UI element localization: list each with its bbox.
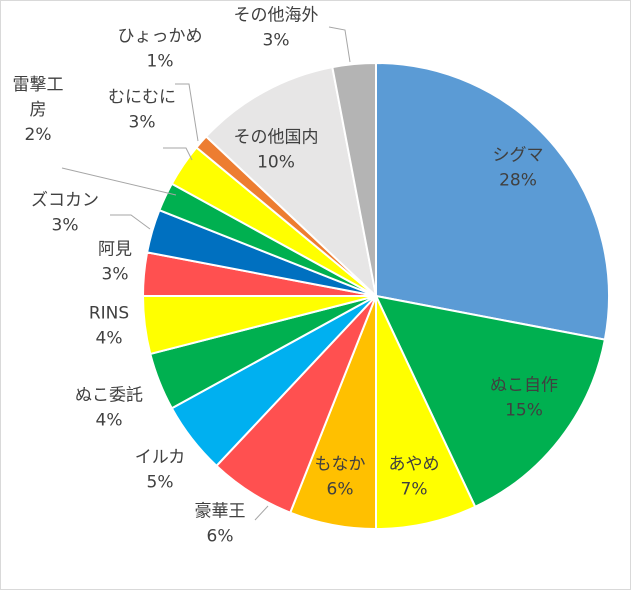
- slice-label-3: もなか: [315, 455, 366, 475]
- slice-percent-6: 4%: [96, 411, 123, 431]
- data-label-11: むにむに 3%: [108, 88, 176, 133]
- leader-line-4: [254, 505, 269, 521]
- pie-slice-0: [375, 61, 610, 341]
- slice-percent-7: 4%: [96, 329, 123, 349]
- pie-slice-13: [204, 65, 378, 299]
- slice-label-12: ひょっかめ: [118, 27, 203, 47]
- slice-label-7: RINS: [89, 304, 129, 324]
- slice-percent-8: 3%: [102, 265, 129, 285]
- data-label-0: シグマ 28%: [493, 146, 544, 191]
- slice-label-6: ぬこ委託: [75, 386, 143, 406]
- pie-slices: [141, 61, 610, 531]
- slice-percent-3: 6%: [327, 480, 354, 500]
- slice-label-10: 雷撃工: [13, 75, 64, 95]
- slice-label-10: 房: [30, 100, 47, 120]
- slice-percent-0: 28%: [499, 171, 537, 191]
- pie-slice-1: [374, 294, 607, 509]
- slice-label-11: むにむに: [108, 88, 176, 108]
- slice-label-8: 阿見: [98, 240, 132, 260]
- data-label-13: その他国内 10%: [234, 128, 319, 173]
- data-label-8: 阿見 3%: [98, 240, 132, 285]
- data-label-10: 雷撃工房 2%: [13, 75, 64, 145]
- data-label-12: ひょっかめ 1%: [118, 27, 203, 72]
- data-label-3: もなか 6%: [315, 455, 366, 500]
- leader-line-9: [110, 214, 151, 230]
- slice-label-13: その他国内: [234, 128, 319, 148]
- leader-lines: [61, 26, 351, 521]
- leader-line-12: [175, 83, 199, 142]
- slice-percent-14: 3%: [263, 31, 290, 51]
- data-label-4: 豪華王 6%: [195, 501, 246, 547]
- data-label-14: その他海外 3%: [234, 6, 319, 51]
- data-label-1: ぬこ自作 15%: [490, 376, 558, 421]
- leader-line-11: [163, 147, 193, 161]
- pie-slice-2: [375, 295, 477, 531]
- data-label-2: あやめ 7%: [389, 455, 440, 500]
- slice-percent-9: 3%: [52, 216, 79, 236]
- slice-percent-12: 1%: [147, 52, 174, 72]
- pie-slice-14: [331, 61, 377, 297]
- data-label-7: RINS 4%: [89, 304, 129, 349]
- slice-label-1: ぬこ自作: [490, 376, 558, 396]
- slice-label-0: シグマ: [493, 146, 544, 166]
- data-label-5: イルカ 5%: [135, 448, 186, 493]
- slice-label-4: 豪華王: [195, 501, 246, 522]
- slice-label-5: イルカ: [135, 448, 186, 468]
- slice-percent-11: 3%: [129, 113, 156, 133]
- slice-percent-5: 5%: [147, 473, 174, 493]
- slice-percent-10: 2%: [25, 125, 52, 145]
- slice-label-9: ズコカン: [31, 191, 99, 211]
- slice-label-14: その他海外: [234, 6, 319, 26]
- data-label-6: ぬこ委託 4%: [75, 386, 143, 431]
- slice-percent-4: 6%: [207, 527, 234, 547]
- slice-percent-1: 15%: [505, 401, 543, 421]
- data-label-9: ズコカン 3%: [31, 191, 99, 236]
- slice-label-2: あやめ: [389, 455, 440, 475]
- slice-percent-13: 10%: [257, 153, 295, 173]
- leader-line-10: [61, 167, 177, 196]
- leader-line-14: [328, 26, 351, 63]
- data-labels: シグマ 28%ぬこ自作 15%あやめ 7%もなか 6%豪華王 6%イルカ 5%ぬこ委託 4%R…: [13, 6, 559, 547]
- slice-percent-2: 7%: [401, 480, 428, 500]
